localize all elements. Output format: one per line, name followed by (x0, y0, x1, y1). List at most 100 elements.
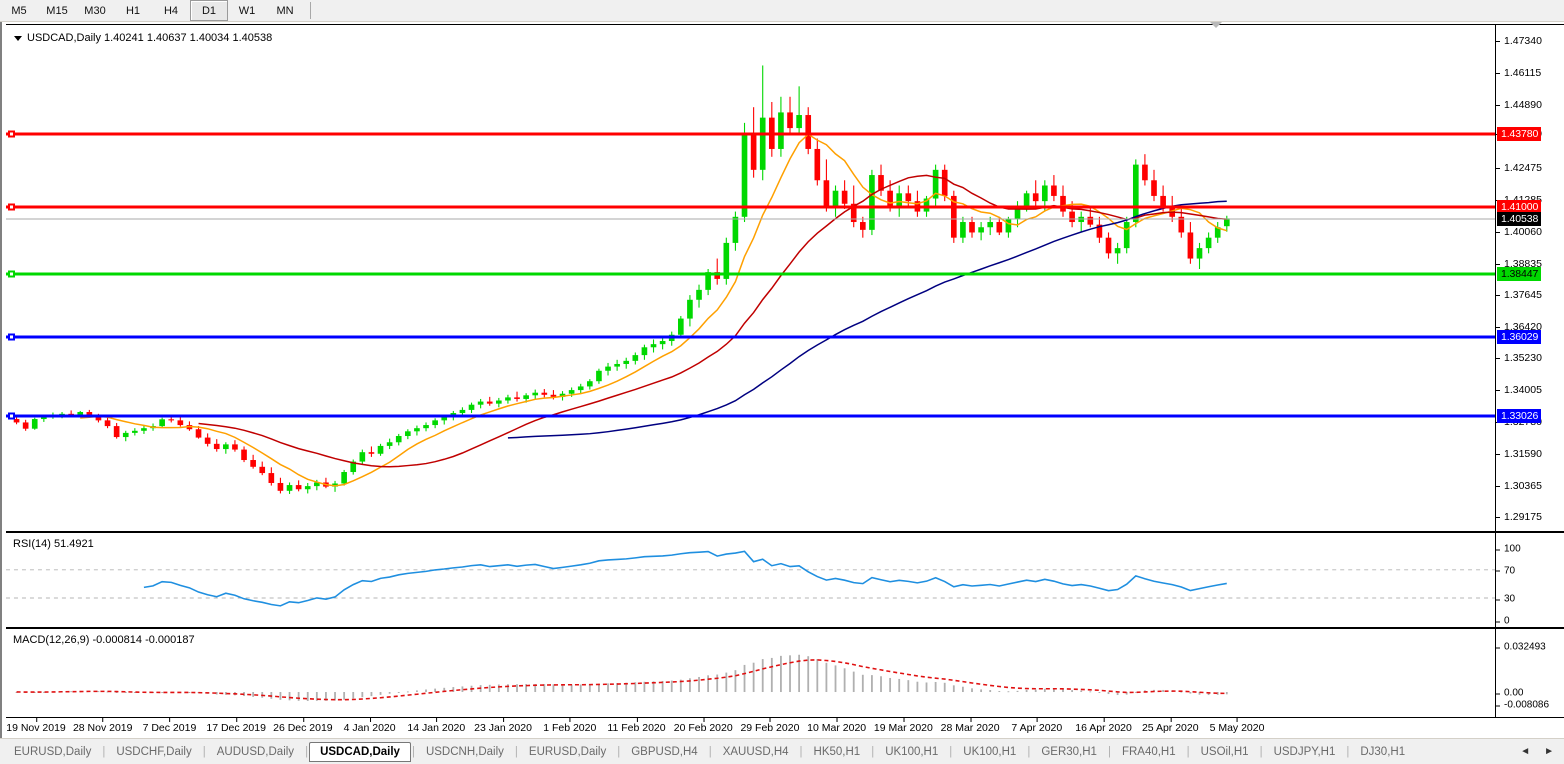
timeframe-button-h1[interactable]: H1 (125, 4, 141, 17)
chart-tab-hk50-h1[interactable]: HK50,H1 (813, 745, 861, 758)
timeframe-button-mn[interactable]: MN (276, 4, 294, 17)
tab-separator: | (617, 745, 621, 758)
chart-tab-eurusd-daily[interactable]: EURUSD,Daily (528, 745, 607, 758)
tab-separator: | (305, 745, 309, 758)
level-line-handle-1.33026[interactable] (8, 412, 15, 420)
level-line-1.38447[interactable] (6, 272, 1495, 276)
time-axis-tick: 7 Apr 2020 (1011, 718, 1063, 734)
scroll-right-icon[interactable]: ► (1544, 746, 1554, 757)
timeframe-button-h4[interactable]: H4 (163, 4, 179, 17)
time-axis-tick: 11 Feb 2020 (607, 718, 666, 734)
tab-separator: | (871, 745, 875, 758)
price-axis-tick: 1.29175 (1496, 511, 1542, 523)
time-axis-tick: 28 Nov 2019 (72, 718, 133, 734)
rsi-line-svg (6, 550, 1495, 607)
price-pane[interactable]: USDCAD,Daily 1.40241 1.40637 1.40034 1.4… (6, 24, 1564, 532)
chart-tab-ger30-h1[interactable]: GER30,H1 (1041, 745, 1097, 758)
price-axis-tick: 1.46115 (1496, 67, 1541, 79)
chart-tab-uk100-h1[interactable]: UK100,H1 (963, 745, 1017, 758)
price-label-support-1.38447[interactable]: 1.38447 (1497, 266, 1542, 281)
price-label-resistance-1.43780[interactable]: 1.43780 (1497, 127, 1542, 142)
timeframe-button-group: M5 M15 M30 H1 H4 D1 W1 MN (0, 0, 304, 21)
tab-separator: | (1027, 745, 1031, 758)
rsi-plot[interactable] (6, 533, 1496, 627)
data-window: USDCAD,Daily 1.40241 1.40637 1.40034 1.4… (14, 32, 272, 44)
time-axis-tick: 20 Feb 2020 (673, 718, 733, 734)
tab-separator: | (1346, 745, 1350, 758)
level-line-1.36029[interactable] (6, 335, 1495, 339)
level-line-1.4378[interactable] (6, 132, 1495, 136)
time-axis-tick: 7 Dec 2019 (142, 718, 197, 734)
time-axis: 19 Nov 2019 28 Nov 2019 7 Dec 2019 17 Dec 2… (6, 718, 1496, 738)
price-axis-tick: 1.30365 (1496, 480, 1542, 492)
chart-tab-uk100-h1[interactable]: UK100,H1 (885, 745, 939, 758)
tab-separator: | (799, 745, 803, 758)
time-axis-tick: 16 Apr 2020 (1075, 718, 1132, 734)
time-axis-tick: 28 Mar 2020 (940, 718, 1000, 734)
macd-histogram-svg (15, 654, 1228, 701)
timeframe-button-d1[interactable]: D1 (190, 0, 228, 21)
level-line-1.33026[interactable] (6, 414, 1495, 418)
price-axis-tick: 1.31590 (1496, 448, 1542, 460)
level-line-handle-1.4378[interactable] (8, 130, 15, 138)
time-axis-tick: 10 Mar 2020 (807, 718, 867, 734)
chart-tab-eurusd-daily[interactable]: EURUSD,Daily (14, 745, 92, 758)
time-axis-tick: 29 Feb 2020 (740, 718, 800, 734)
macd-axis-tick: 0.00 (1496, 688, 1523, 699)
macd-plot[interactable] (6, 629, 1496, 717)
chart-tab-usoil-h1[interactable]: USOil,H1 (1200, 745, 1249, 758)
tabbar-scroll-controls[interactable]: ◄ ► (1520, 746, 1564, 757)
rsi-title: RSI(14) 51.4921 (13, 538, 94, 550)
chart-tab-gbpusd-h4[interactable]: GBPUSD,H4 (631, 745, 698, 758)
chart-tab-list: EURUSD,Daily | USDCHF,Daily | AUDUSD,Daily | U… (4, 741, 1415, 762)
timeframe-button-m5[interactable]: M5 (11, 4, 27, 17)
price-plot[interactable] (6, 25, 1496, 531)
timeframe-toolbar: M5 M15 M30 H1 H4 D1 W1 MN (0, 0, 1564, 22)
rsi-axis-tick: 30 (1496, 594, 1515, 605)
price-axis-tick: 1.36420 (1496, 321, 1542, 333)
price-label-resistance-1.41000[interactable]: 1.41000 (1497, 200, 1542, 215)
chart-tab-dj30-h1[interactable]: DJ30,H1 (1360, 745, 1406, 758)
rsi-axis-tick: 100 (1496, 544, 1521, 555)
rsi-axis-tick: 0 (1496, 616, 1510, 627)
timeframe-button-m30[interactable]: M30 (84, 4, 106, 17)
price-label-support-1.33026[interactable]: 1.33026 (1497, 408, 1542, 423)
chart-shift-marker[interactable] (1210, 22, 1222, 28)
macd-pane[interactable]: MACD(12,26,9) -0.000814 -0.000187 0.0324… (6, 628, 1564, 718)
chart-tab-usdjpy-h1[interactable]: USDJPY,H1 (1273, 745, 1336, 758)
rsi-pane[interactable]: RSI(14) 51.4921 100 70 30 0 (6, 532, 1564, 628)
timeframe-button-m15[interactable]: M15 (46, 4, 68, 17)
chart-area[interactable]: USDCAD,Daily 1.40241 1.40637 1.40034 1.4… (0, 22, 1564, 738)
chart-tab-usdcnh-daily[interactable]: USDCNH,Daily (425, 745, 504, 758)
level-line-handle-1.38447[interactable] (8, 270, 15, 278)
level-line-1.41[interactable] (6, 205, 1495, 209)
scroll-left-icon[interactable]: ◄ (1520, 746, 1531, 757)
price-axis-tick: 1.47340 (1496, 35, 1542, 47)
price-axis-tick: 1.35230 (1496, 352, 1542, 364)
time-axis-tick: 17 Dec 2019 (206, 718, 266, 734)
time-axis-tick: 14 Jan 2020 (407, 718, 466, 734)
level-line-1.40538[interactable] (6, 218, 1495, 220)
price-label-support-1.36029[interactable]: 1.36029 (1497, 330, 1542, 345)
chart-tab-usdcad-daily[interactable]: USDCAD,Daily (309, 741, 411, 762)
time-axis-tick: 23 Jan 2020 (474, 718, 532, 734)
price-label-current-1.40538[interactable]: 1.40538 (1497, 212, 1542, 227)
tab-separator: | (102, 745, 106, 758)
time-axis-tick: 5 May 2020 (1209, 718, 1265, 734)
price-axis-tick: 1.42475 (1496, 162, 1542, 174)
chart-tab-fra40-h1[interactable]: FRA40,H1 (1121, 745, 1176, 758)
tab-separator: | (1186, 745, 1190, 758)
level-line-handle-1.36029[interactable] (8, 333, 15, 341)
chart-tab-xauusd-h4[interactable]: XAUUSD,H4 (722, 745, 789, 758)
chevron-down-icon[interactable] (14, 35, 22, 41)
time-axis-tick: 4 Jan 2020 (343, 718, 396, 734)
price-axis-tick: 1.37645 (1496, 289, 1542, 301)
price-axis[interactable]: 1.473401.461151.448901.437801.424751.412… (1496, 25, 1564, 531)
level-line-handle-1.41[interactable] (8, 203, 15, 211)
chart-tab-audusd-daily[interactable]: AUDUSD,Daily (216, 745, 295, 758)
timeframe-button-w1[interactable]: W1 (238, 4, 256, 17)
chart-tabbar[interactable]: EURUSD,Daily | USDCHF,Daily | AUDUSD,Daily | U… (0, 738, 1564, 764)
price-candles-svg (13, 65, 1230, 494)
chart-tab-usdchf-daily[interactable]: USDCHF,Daily (116, 745, 192, 758)
